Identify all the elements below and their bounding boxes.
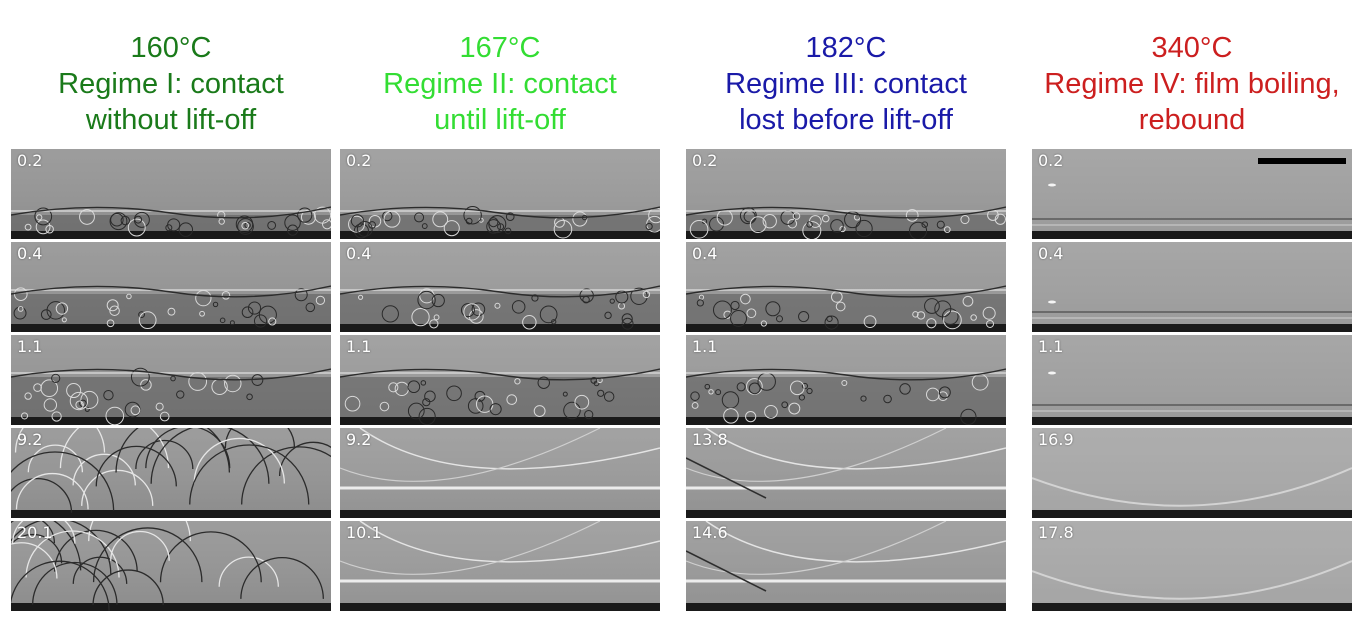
- temperature-label: 182°C: [805, 32, 887, 64]
- regime-line-1: Regime III: contact: [725, 68, 967, 100]
- time-label: 1.1: [346, 337, 372, 356]
- time-label: 0.4: [346, 244, 372, 263]
- time-label: 14.6: [692, 523, 728, 542]
- regime-line-1: Regime IV: film boiling,: [1044, 68, 1340, 100]
- temperature-label: 167°C: [459, 32, 541, 64]
- column-header: 167°C Regime II: contact until lift-off: [300, 30, 700, 138]
- image-panel: 0.4: [11, 242, 331, 332]
- image-panel: 17.8: [1032, 521, 1352, 611]
- image-panel: 10.1: [340, 521, 660, 611]
- image-panel: 9.2: [11, 428, 331, 518]
- time-label: 0.4: [1038, 244, 1064, 263]
- time-label: 16.9: [1038, 430, 1074, 449]
- regime-line-2: rebound: [1138, 104, 1246, 136]
- time-label: 13.8: [692, 430, 728, 449]
- time-label: 10.1: [346, 523, 382, 542]
- time-label: 1.1: [17, 337, 43, 356]
- time-label: 17.8: [1038, 523, 1074, 542]
- column-header: 340°C Regime IV: film boiling, rebound: [992, 30, 1362, 138]
- image-panel: 16.9: [1032, 428, 1352, 518]
- time-label: 0.4: [692, 244, 718, 263]
- image-panel: 1.1: [686, 335, 1006, 425]
- image-panel: 0.2: [340, 149, 660, 239]
- column-regime-3: 182°C Regime III: contact lost before li…: [686, 0, 1006, 621]
- image-panel: 13.8: [686, 428, 1006, 518]
- scale-bar: [1258, 158, 1346, 164]
- image-panel: 0.4: [686, 242, 1006, 332]
- column-header: 182°C Regime III: contact lost before li…: [646, 30, 1046, 138]
- column-regime-2: 167°C Regime II: contact until lift-off …: [340, 0, 660, 621]
- regime-line-2: without lift-off: [85, 104, 257, 136]
- image-panel: 14.6: [686, 521, 1006, 611]
- time-label: 0.2: [346, 151, 372, 170]
- image-panel: 20.1: [11, 521, 331, 611]
- image-panel: 0.2: [11, 149, 331, 239]
- column-header: 160°C Regime I: contact without lift-off: [0, 30, 371, 138]
- time-label: 1.1: [1038, 337, 1064, 356]
- regime-line-2: until lift-off: [434, 104, 566, 136]
- time-label: 0.2: [692, 151, 718, 170]
- temperature-label: 340°C: [1151, 32, 1233, 64]
- time-label: 9.2: [17, 430, 43, 449]
- time-label: 20.1: [17, 523, 53, 542]
- time-label: 1.1: [692, 337, 718, 356]
- image-panel: 9.2: [340, 428, 660, 518]
- time-label: 0.4: [17, 244, 43, 263]
- image-panel: 1.1: [11, 335, 331, 425]
- time-label: 9.2: [346, 430, 372, 449]
- regime-line-1: Regime II: contact: [383, 68, 617, 100]
- image-panel: 0.4: [1032, 242, 1352, 332]
- time-label: 0.2: [17, 151, 43, 170]
- time-label: 0.2: [1038, 151, 1064, 170]
- column-regime-4: 340°C Regime IV: film boiling, rebound 0…: [1032, 0, 1352, 621]
- regime-line-1: Regime I: contact: [58, 68, 284, 100]
- image-panel: 1.1: [340, 335, 660, 425]
- image-panel: 1.1: [1032, 335, 1352, 425]
- temperature-label: 160°C: [130, 32, 212, 64]
- image-panel: 0.2: [1032, 149, 1352, 239]
- regime-line-2: lost before lift-off: [739, 104, 953, 136]
- image-panel: 0.2: [686, 149, 1006, 239]
- image-panel: 0.4: [340, 242, 660, 332]
- column-regime-1: 160°C Regime I: contact without lift-off…: [11, 0, 331, 621]
